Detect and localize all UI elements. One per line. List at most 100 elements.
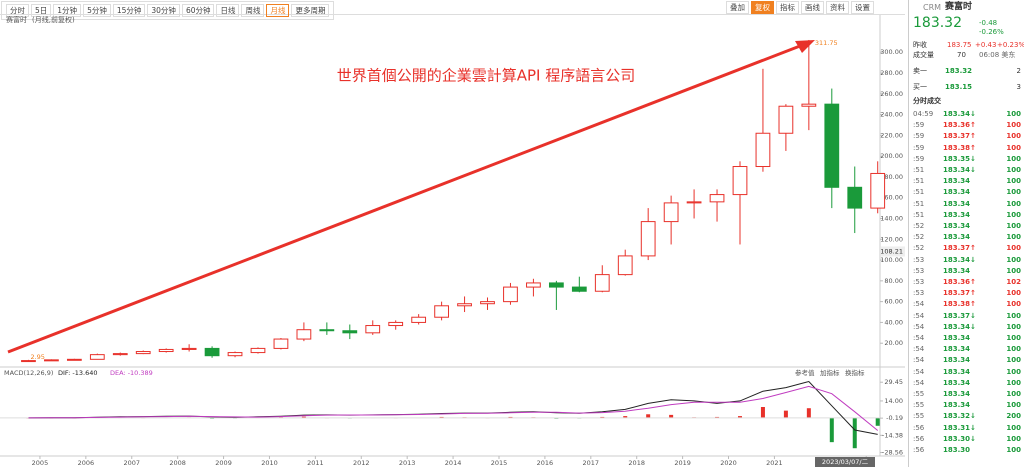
trade-row: :55 183.34 100 (913, 389, 1021, 400)
tool-button[interactable]: 设置 (851, 1, 874, 14)
cell: 100 (1006, 356, 1021, 365)
period-tab[interactable]: 1分钟 (53, 4, 82, 17)
period-tab[interactable]: 日线 (216, 4, 240, 17)
cell: 3 (1016, 83, 1021, 91)
legend-label: DEA: -10.389 (110, 369, 153, 377)
chart: 赛富时 (月线,前复权) 世界首個公開的企業雲計算API 程序語言公司 MACD… (0, 15, 905, 467)
cell: :54 (913, 334, 925, 342)
order-book-row: 买一 183.15 3 (913, 82, 1021, 93)
cell: :54 (913, 345, 925, 354)
cell: :54 (913, 367, 925, 376)
macd-bar (623, 416, 628, 418)
tool-button[interactable]: 指标 (776, 1, 799, 14)
low-label: 2.95 (30, 353, 44, 361)
tool-button[interactable]: 复权 (751, 1, 774, 14)
candle-body (732, 166, 748, 196)
y-tick-label: 120.00 (880, 235, 903, 243)
cell: 102 (1006, 278, 1021, 286)
trade-row: :54 183.38↑ 100 (913, 299, 1021, 310)
cell: 100 (1006, 401, 1021, 410)
x-tick-label: 2005 (32, 459, 49, 467)
cell: :59 (913, 143, 925, 152)
cell: 183.30↓ (943, 434, 976, 443)
trade-row: :54 183.34 100 (913, 344, 1021, 355)
candle-body (480, 301, 495, 305)
cell: 100 (1006, 199, 1021, 208)
indicator-button[interactable]: 参考值 (795, 368, 815, 377)
trade-row: :55 183.34 100 (913, 400, 1021, 411)
quote-panel: CRM 赛富时 183.32 -0.48 -0.26% 昨收 183.75 +0.43 +0.2… (908, 0, 1024, 467)
macd-bar (669, 414, 674, 418)
chart-title: 赛富时 (6, 15, 27, 24)
cell: 100 (1006, 110, 1021, 118)
x-tick-label: 2009 (215, 459, 232, 467)
macd-line (28, 380, 878, 435)
tool-button[interactable]: 画线 (801, 1, 824, 14)
cell: 100 (1006, 188, 1021, 197)
trade-row: :53 183.34 100 (913, 266, 1021, 277)
cell: 183.34↓ (943, 322, 976, 331)
x-tick-label: 2011 (307, 459, 324, 467)
cell: 183.37↓ (943, 311, 976, 320)
cell: 成交量 (913, 51, 934, 59)
indicator-button[interactable]: 换指标 (845, 368, 865, 377)
candle-body (755, 132, 771, 168)
candle-body (457, 303, 472, 307)
cell: :53 (913, 255, 925, 264)
y-tick-label: 260.00 (880, 90, 903, 98)
tool-button[interactable]: 资料 (826, 1, 849, 14)
period-tab[interactable]: 60分钟 (181, 4, 215, 17)
arrowhead (795, 40, 815, 53)
cell: 06:08 美东 (979, 51, 1016, 59)
candle-body (250, 347, 266, 354)
cell: :51 (913, 210, 925, 219)
x-tick-label: 2021 (766, 459, 783, 467)
trade-row: :51 183.34 100 (913, 176, 1021, 187)
candle-body (663, 202, 679, 223)
candle-body (44, 359, 59, 362)
cell: 100 (1006, 166, 1021, 174)
tool-button[interactable]: 叠加 (726, 1, 749, 14)
cell: 183.38↑ (943, 143, 976, 152)
cell: :52 (913, 222, 925, 230)
cell: 183.34 (943, 266, 971, 275)
y-tick-label: 140.00 (880, 214, 903, 222)
cell: 183.75 (947, 41, 972, 49)
candle-body (273, 338, 289, 349)
cell: 100 (1006, 266, 1021, 275)
cell: 183.36↑ (943, 278, 976, 286)
trade-row: :54 183.37↓ 100 (913, 311, 1021, 322)
toolbar-right: 叠加 复权 指标 画线 资料 设置 (725, 0, 875, 15)
quote-vol: 成交量 70 06:08 美东 (913, 50, 1021, 61)
quote-header: CRM 赛富时 (913, 2, 1021, 13)
cell: :51 (913, 199, 925, 208)
period-tab[interactable]: 分时 (6, 4, 29, 17)
cell: :56 (913, 423, 925, 432)
y-tick-label: 40.00 (884, 318, 903, 326)
period-tab[interactable]: 5日 (31, 4, 52, 17)
period-tab[interactable]: 30分钟 (147, 4, 180, 17)
y-tick-label: -28.56 (882, 449, 903, 457)
cell: :59 (913, 154, 925, 163)
period-tab[interactable]: 月线 (266, 4, 290, 17)
cell: +0.43 (975, 41, 997, 49)
macd-bar (875, 417, 880, 426)
y-tick-label: 80.00 (884, 277, 903, 285)
date-box (815, 457, 875, 467)
x-tick-label: 2020 (720, 459, 737, 467)
period-tab[interactable]: 周线 (241, 4, 265, 17)
cell: :56 (913, 446, 925, 454)
cell: 100 (1006, 143, 1021, 152)
cell: 100 (1006, 121, 1021, 130)
period-tab[interactable]: 5分钟 (83, 4, 111, 17)
cell: 100 (1006, 334, 1021, 342)
cell: :54 (913, 311, 925, 320)
indicator-button[interactable]: 加指标 (820, 368, 840, 377)
cell: 100 (1006, 177, 1021, 186)
cell: 183.34 (943, 210, 971, 219)
candle-body (503, 286, 518, 303)
candle-body (66, 358, 82, 361)
period-tab[interactable]: 更多周期 (291, 4, 330, 17)
period-tab[interactable]: 15分钟 (112, 4, 146, 17)
